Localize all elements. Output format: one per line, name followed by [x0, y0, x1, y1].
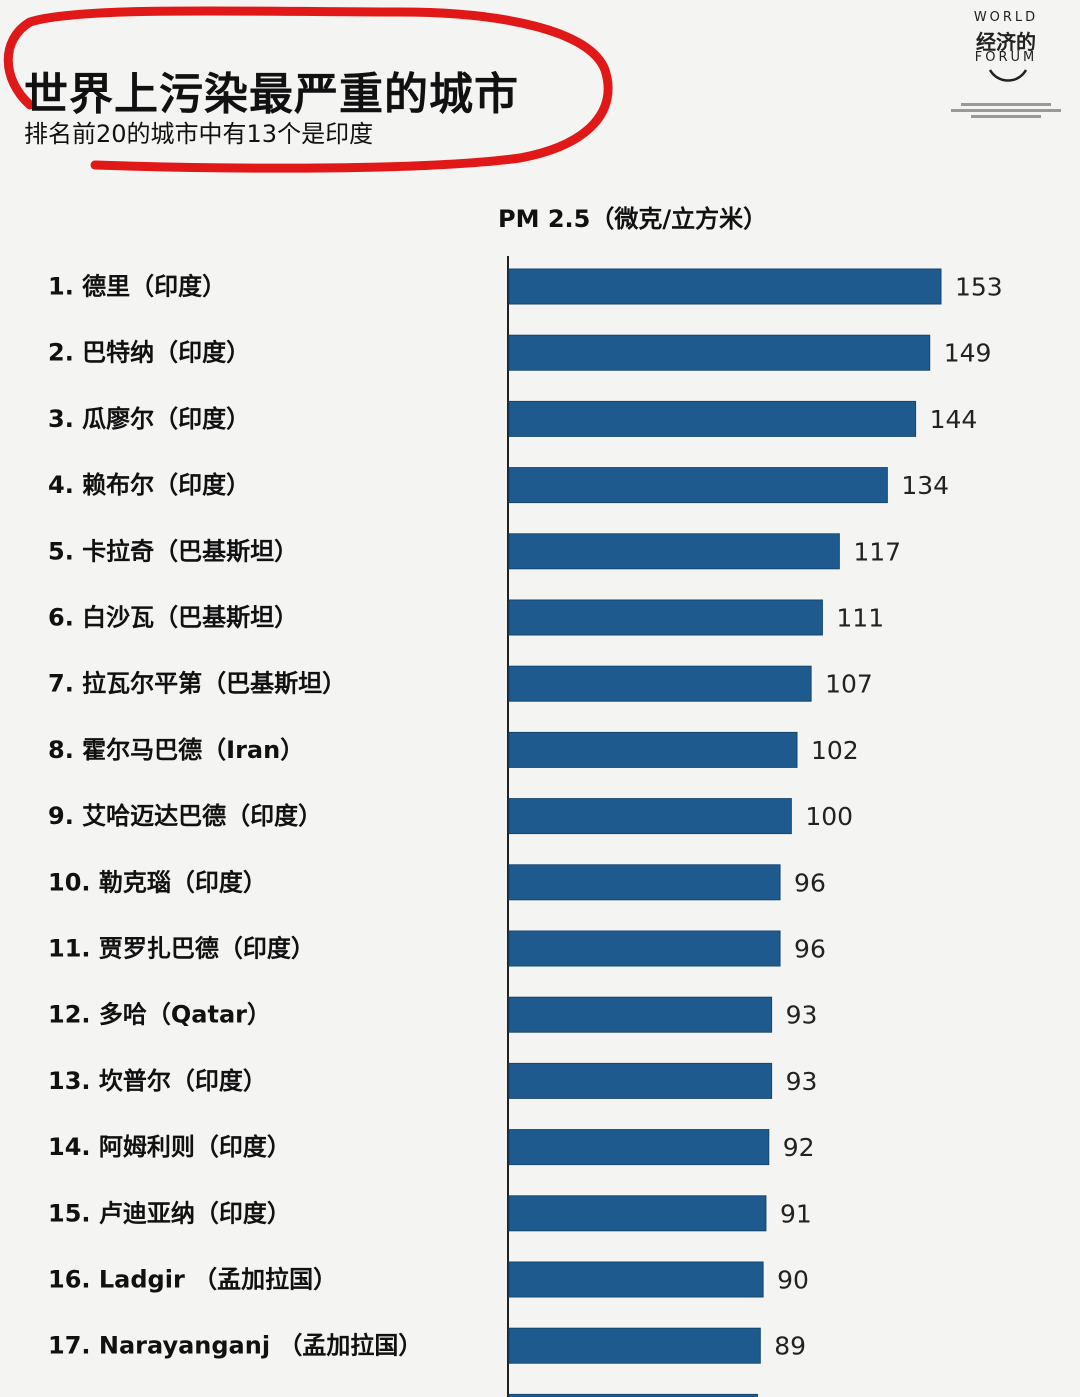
data-label: 93	[786, 1067, 818, 1096]
bar	[508, 731, 798, 768]
category-label: 7. 拉瓦尔平第（巴基斯坦）	[48, 670, 346, 698]
bar	[508, 1393, 758, 1397]
logo-fine-print	[948, 100, 1064, 122]
category-label: 14. 阿姆利则（印度）	[48, 1133, 291, 1161]
bar	[508, 268, 942, 305]
data-label: 92	[783, 1133, 815, 1162]
bar	[508, 1261, 764, 1298]
category-label: 2. 巴特纳（印度）	[48, 339, 250, 367]
data-label: 90	[777, 1266, 809, 1295]
category-label: 3. 瓜廖尔（印度）	[48, 405, 250, 433]
red-circle-annotation	[3, 6, 613, 173]
wef-logo: WORLD 经济的 FORUM	[948, 8, 1068, 128]
value-axis-label: PM 2.5（微克/立方米）	[498, 205, 767, 233]
bars-group: 1. 德里（印度） 153 2. 巴特纳（印度） 149 3. 瓜廖尔（印度） 144 4.…	[48, 268, 1003, 1397]
bar	[508, 996, 773, 1033]
data-label: 100	[805, 802, 853, 831]
category-label: 11. 贾罗扎巴德（印度）	[48, 935, 315, 963]
bar	[508, 864, 781, 901]
bar	[508, 930, 781, 967]
data-label: 134	[901, 471, 949, 500]
category-label: 8. 霍尔马巴德（Iran）	[48, 736, 304, 764]
category-label: 15. 卢迪亚纳（印度）	[48, 1199, 291, 1227]
bar	[508, 400, 917, 437]
data-label: 96	[794, 935, 826, 964]
data-label: 153	[955, 273, 1003, 302]
data-label: 149	[944, 339, 992, 368]
category-label: 1. 德里（印度）	[48, 273, 226, 301]
data-label: 144	[930, 405, 978, 434]
bar	[508, 1062, 773, 1099]
bar	[508, 467, 888, 504]
category-label: 4. 赖布尔（印度）	[48, 471, 250, 499]
data-label: 117	[853, 537, 901, 566]
bar	[508, 1195, 767, 1232]
bar	[508, 1129, 770, 1166]
category-label: 9. 艾哈迈达巴德（印度）	[48, 802, 322, 830]
bar	[508, 533, 840, 570]
bar	[508, 334, 931, 371]
annotation-stroke	[3, 6, 613, 173]
data-label: 107	[825, 670, 873, 699]
category-label: 10. 勒克瑙（印度）	[48, 868, 267, 896]
page-title: 世界上污染最严重的城市	[24, 69, 519, 120]
bar	[508, 599, 823, 636]
data-label: 102	[811, 736, 859, 765]
category-label: 6. 白沙瓦（巴基斯坦）	[48, 604, 298, 632]
data-label: 91	[780, 1199, 812, 1228]
category-label: 16. Ladgir （孟加拉国）	[48, 1266, 337, 1294]
category-label: 17. Narayanganj （孟加拉国）	[48, 1332, 422, 1360]
swoosh-icon	[988, 69, 1028, 82]
data-label: 93	[786, 1001, 818, 1030]
bar	[508, 798, 792, 835]
category-label: 13. 坎普尔（印度）	[48, 1067, 267, 1095]
bar	[508, 1327, 761, 1364]
category-label: 5. 卡拉奇（巴基斯坦）	[48, 537, 298, 565]
category-label: 12. 多哈（Qatar）	[48, 1001, 271, 1029]
data-label: 111	[836, 604, 884, 633]
logo-mid-text: 经济的	[976, 30, 1036, 54]
logo-bottom-text: FORUM	[974, 50, 1038, 65]
logo-top-text: WORLD	[973, 10, 1039, 25]
data-label: 96	[794, 868, 826, 897]
page-subtitle: 排名前20的城市中有13个是印度	[24, 120, 374, 148]
bar	[508, 665, 812, 702]
data-label: 89	[774, 1332, 806, 1361]
